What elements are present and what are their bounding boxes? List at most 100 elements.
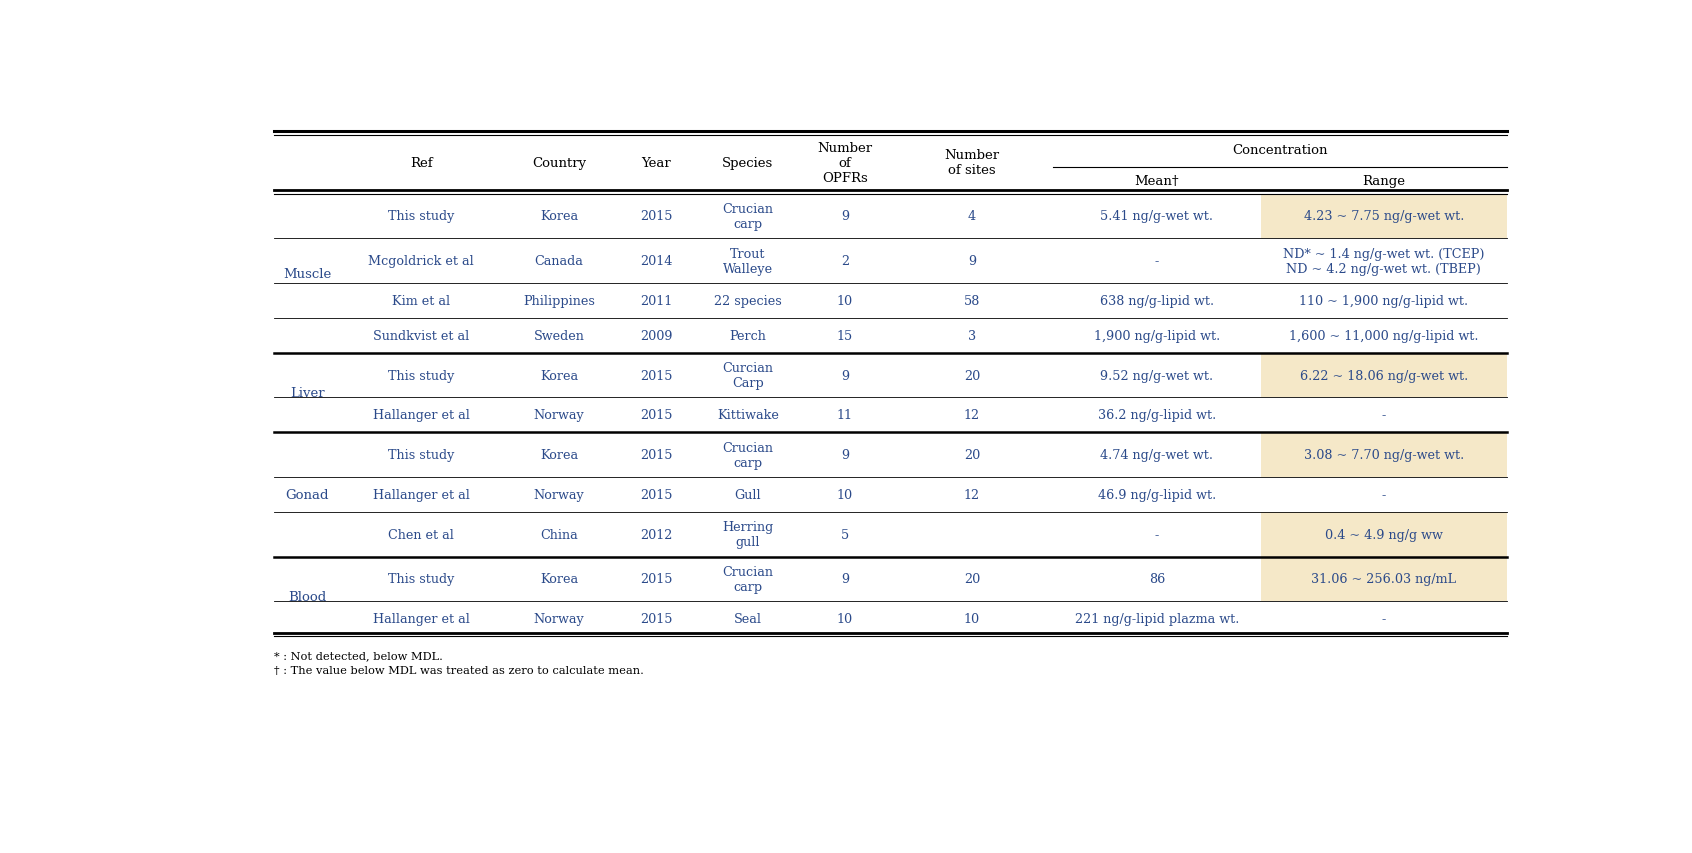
Text: Sweden: Sweden (533, 329, 584, 342)
Text: 10: 10 (964, 612, 980, 625)
Text: ND* ~ 1.4 ng/g-wet wt. (TCEP)
ND ~ 4.2 ng/g-wet wt. (TBEP): ND* ~ 1.4 ng/g-wet wt. (TCEP) ND ~ 4.2 n… (1283, 247, 1484, 276)
Text: 638 ng/g-lipid wt.: 638 ng/g-lipid wt. (1100, 294, 1213, 308)
Text: 4.74 ng/g-wet wt.: 4.74 ng/g-wet wt. (1100, 449, 1213, 461)
Text: 4: 4 (968, 210, 976, 223)
Text: 9: 9 (968, 255, 976, 268)
Text: Ref: Ref (409, 157, 433, 170)
Text: Curcian
Carp: Curcian Carp (722, 362, 773, 390)
Text: -: - (1382, 409, 1386, 422)
Bar (1261, 353, 1508, 398)
Text: 20: 20 (964, 572, 980, 586)
Text: -: - (1156, 528, 1159, 541)
Text: 6.22 ~ 18.06 ng/g-wet wt.: 6.22 ~ 18.06 ng/g-wet wt. (1299, 369, 1469, 382)
Text: Sundkvist et al: Sundkvist et al (374, 329, 469, 342)
Text: 10: 10 (838, 612, 853, 625)
Bar (1261, 557, 1508, 601)
Text: 110 ~ 1,900 ng/g-lipid wt.: 110 ~ 1,900 ng/g-lipid wt. (1299, 294, 1469, 308)
Bar (1261, 512, 1508, 557)
Text: Crucian
carp: Crucian carp (722, 203, 773, 230)
Text: 5.41 ng/g-wet wt.: 5.41 ng/g-wet wt. (1100, 210, 1213, 223)
Text: 36.2 ng/g-lipid wt.: 36.2 ng/g-lipid wt. (1098, 409, 1217, 422)
Text: 5: 5 (841, 528, 849, 541)
Text: Kittiwake: Kittiwake (717, 409, 778, 422)
Text: Species: Species (722, 157, 773, 170)
Text: 0.4 ~ 4.9 ng/g ww: 0.4 ~ 4.9 ng/g ww (1325, 528, 1443, 541)
Text: 2015: 2015 (640, 210, 672, 223)
Text: * : Not detected, below MDL.: * : Not detected, below MDL. (274, 651, 443, 661)
Text: Hallanger et al: Hallanger et al (372, 612, 470, 625)
Text: 10: 10 (838, 488, 853, 502)
Text: Philippines: Philippines (523, 294, 596, 308)
Text: -: - (1382, 612, 1386, 625)
Text: 12: 12 (964, 409, 980, 422)
Text: China: China (540, 528, 579, 541)
Text: -: - (1382, 488, 1386, 502)
Bar (1261, 194, 1508, 239)
Text: This study: This study (387, 210, 455, 223)
Text: 46.9 ng/g-lipid wt.: 46.9 ng/g-lipid wt. (1098, 488, 1217, 502)
Text: Hallanger et al: Hallanger et al (372, 488, 470, 502)
Text: 1,900 ng/g-lipid wt.: 1,900 ng/g-lipid wt. (1093, 329, 1220, 342)
Text: Norway: Norway (533, 612, 584, 625)
Text: Perch: Perch (729, 329, 766, 342)
Text: Chen et al: Chen et al (389, 528, 453, 541)
Text: 86: 86 (1149, 572, 1166, 586)
Text: Mcgoldrick et al: Mcgoldrick et al (369, 255, 474, 268)
Text: 4.23 ~ 7.75 ng/g-wet wt.: 4.23 ~ 7.75 ng/g-wet wt. (1303, 210, 1464, 223)
Text: 12: 12 (964, 488, 980, 502)
Text: † : The value below MDL was treated as zero to calculate mean.: † : The value below MDL was treated as z… (274, 665, 645, 676)
Text: -: - (1156, 255, 1159, 268)
Text: Korea: Korea (540, 449, 579, 461)
Text: Number
of sites: Number of sites (944, 149, 1000, 177)
Text: Range: Range (1362, 175, 1406, 188)
Text: Number
of
OPFRs: Number of OPFRs (817, 142, 873, 184)
Text: Herring
gull: Herring gull (722, 520, 773, 548)
Text: 15: 15 (838, 329, 853, 342)
Text: 2015: 2015 (640, 612, 672, 625)
Text: Kim et al: Kim et al (393, 294, 450, 308)
Text: 1,600 ~ 11,000 ng/g-lipid wt.: 1,600 ~ 11,000 ng/g-lipid wt. (1289, 329, 1479, 342)
Text: 20: 20 (964, 369, 980, 382)
Text: Seal: Seal (734, 612, 761, 625)
Text: Year: Year (641, 157, 672, 170)
Text: Crucian
carp: Crucian carp (722, 566, 773, 593)
Text: This study: This study (387, 572, 455, 586)
Text: 9: 9 (841, 210, 849, 223)
Text: 2: 2 (841, 255, 849, 268)
Text: 58: 58 (964, 294, 980, 308)
Text: 2009: 2009 (640, 329, 672, 342)
Text: Mean†: Mean† (1135, 175, 1179, 188)
Text: 11: 11 (838, 409, 853, 422)
Text: Korea: Korea (540, 210, 579, 223)
Text: 9: 9 (841, 572, 849, 586)
Text: 31.06 ~ 256.03 ng/mL: 31.06 ~ 256.03 ng/mL (1311, 572, 1457, 586)
Text: Trout
Walleye: Trout Walleye (722, 247, 773, 276)
Bar (1261, 432, 1508, 478)
Text: 2011: 2011 (640, 294, 672, 308)
Text: 2015: 2015 (640, 409, 672, 422)
Text: 221 ng/g-lipid plazma wt.: 221 ng/g-lipid plazma wt. (1074, 612, 1239, 625)
Text: Blood: Blood (288, 590, 327, 603)
Text: Norway: Norway (533, 409, 584, 422)
Text: 3.08 ~ 7.70 ng/g-wet wt.: 3.08 ~ 7.70 ng/g-wet wt. (1303, 449, 1464, 461)
Text: 22 species: 22 species (714, 294, 782, 308)
Text: 2015: 2015 (640, 572, 672, 586)
Text: Crucian
carp: Crucian carp (722, 441, 773, 469)
Text: This study: This study (387, 369, 455, 382)
Text: Gull: Gull (734, 488, 761, 502)
Text: 2015: 2015 (640, 488, 672, 502)
Text: 10: 10 (838, 294, 853, 308)
Text: 20: 20 (964, 449, 980, 461)
Text: Norway: Norway (533, 488, 584, 502)
Text: 2012: 2012 (640, 528, 672, 541)
Text: 2015: 2015 (640, 449, 672, 461)
Text: 3: 3 (968, 329, 976, 342)
Text: Korea: Korea (540, 572, 579, 586)
Text: 2015: 2015 (640, 369, 672, 382)
Text: 9.52 ng/g-wet wt.: 9.52 ng/g-wet wt. (1100, 369, 1213, 382)
Text: Korea: Korea (540, 369, 579, 382)
Text: 9: 9 (841, 369, 849, 382)
Text: Hallanger et al: Hallanger et al (372, 409, 470, 422)
Text: 2014: 2014 (640, 255, 672, 268)
Text: 9: 9 (841, 449, 849, 461)
